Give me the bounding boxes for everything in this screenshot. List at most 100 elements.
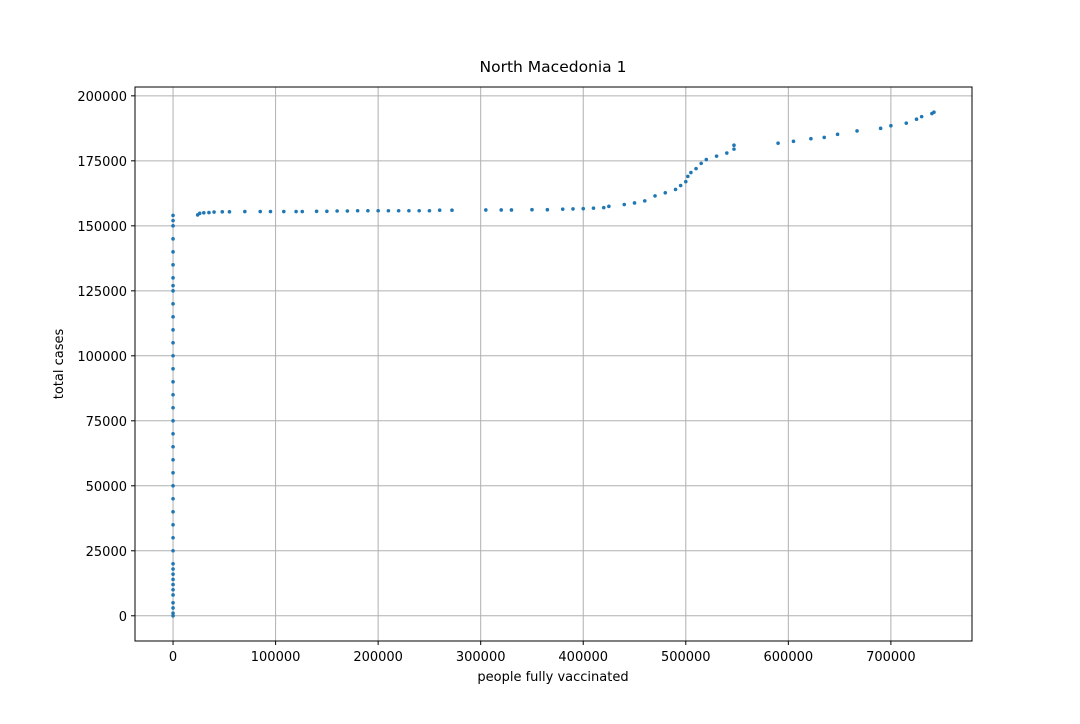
point [386, 208, 391, 213]
point [171, 613, 175, 618]
point [366, 208, 370, 213]
point [704, 157, 709, 162]
point [171, 419, 175, 423]
point [325, 209, 329, 214]
y-tick-label: 50000 [86, 480, 127, 495]
point [171, 567, 175, 571]
point [484, 208, 488, 212]
point [171, 577, 175, 582]
point [591, 206, 596, 210]
point [878, 126, 883, 131]
point [171, 509, 175, 514]
point [686, 174, 690, 179]
point [281, 209, 286, 214]
point [376, 208, 380, 213]
point [171, 224, 175, 228]
point [171, 445, 175, 449]
x-tick-label: 700000 [866, 650, 916, 665]
point [932, 110, 936, 115]
point [699, 161, 703, 166]
point [545, 207, 550, 212]
point [227, 209, 232, 214]
point [791, 139, 796, 144]
point [855, 129, 859, 133]
point [683, 179, 688, 184]
point [171, 611, 175, 615]
point [171, 582, 175, 587]
x-tick-label: 100000 [251, 650, 301, 665]
point [171, 470, 175, 475]
point [171, 535, 175, 540]
point [673, 187, 678, 192]
point [171, 380, 175, 384]
point [919, 114, 924, 119]
point [437, 208, 442, 213]
point [268, 209, 273, 214]
point [171, 237, 175, 241]
point [632, 201, 637, 205]
point [171, 572, 175, 576]
point [258, 209, 263, 214]
point [294, 209, 298, 214]
point [171, 561, 175, 566]
x-tick-label: 200000 [353, 650, 403, 665]
point [300, 209, 305, 214]
y-tick-label: 125000 [77, 285, 127, 300]
point [171, 328, 175, 332]
point [171, 548, 175, 553]
point [560, 207, 565, 211]
point [171, 263, 175, 267]
point [689, 170, 693, 175]
point [732, 143, 736, 148]
point [396, 208, 401, 213]
point [776, 141, 780, 145]
x-tick-label: 500000 [661, 650, 711, 665]
point [809, 136, 813, 141]
point [694, 166, 698, 171]
point [171, 250, 175, 254]
point [407, 208, 411, 213]
point [171, 457, 175, 462]
y-tick-label: 175000 [77, 155, 127, 170]
y-tick-label: 0 [119, 610, 127, 625]
point [197, 211, 202, 216]
point [607, 204, 611, 209]
point [220, 209, 225, 214]
point [171, 315, 175, 319]
point [653, 194, 657, 198]
point [601, 205, 606, 210]
x-axis-label: people fully vaccinated [477, 670, 628, 685]
y-axis-label: total cases [52, 329, 67, 400]
point [171, 213, 175, 218]
point [725, 151, 729, 155]
point [171, 483, 175, 488]
point [171, 283, 175, 288]
y-tick-label: 150000 [77, 220, 127, 235]
point [355, 208, 360, 213]
x-tick-label: 600000 [764, 650, 814, 665]
point [202, 211, 206, 215]
point [171, 289, 175, 293]
point [171, 354, 175, 358]
point [663, 191, 668, 195]
point [171, 218, 175, 223]
y-tick-label: 200000 [77, 90, 127, 105]
point [835, 132, 840, 137]
point [335, 209, 339, 213]
y-tick-label: 25000 [86, 545, 127, 560]
point [212, 210, 216, 214]
point [243, 209, 247, 214]
point [171, 276, 175, 280]
point [499, 208, 504, 212]
y-tick-label: 75000 [86, 415, 127, 430]
point [678, 183, 683, 188]
point [171, 522, 175, 527]
point [171, 341, 175, 345]
point [427, 208, 432, 213]
point [171, 587, 175, 592]
point [904, 121, 909, 125]
y-tick-label: 100000 [77, 350, 127, 365]
point [171, 406, 175, 410]
